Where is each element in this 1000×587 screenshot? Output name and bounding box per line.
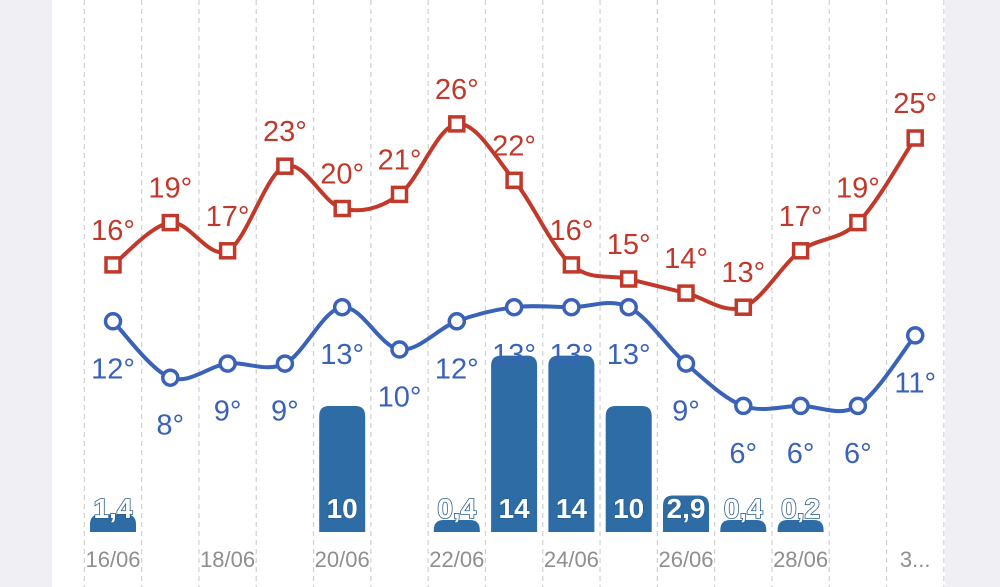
min-temp-marker xyxy=(676,354,696,373)
precip-bar xyxy=(548,355,595,532)
date-tick-label: 20/06 xyxy=(315,547,370,572)
min-temp-label: 10° xyxy=(378,382,422,414)
precip-label: 14 xyxy=(556,493,588,524)
min-temp-label: 12° xyxy=(91,353,135,385)
precip-bar xyxy=(720,520,767,532)
date-tick-label: 22/06 xyxy=(429,547,484,572)
min-temp-marker xyxy=(734,396,753,416)
max-temp-label: 23° xyxy=(263,116,307,148)
grid-lines xyxy=(83,0,945,587)
min-temp-label: 9° xyxy=(214,396,242,428)
date-tick-label: 26/06 xyxy=(658,547,713,572)
max-temp-label: 22° xyxy=(492,130,536,162)
max-temp-label: 17° xyxy=(779,201,823,233)
precip-bar xyxy=(433,520,480,532)
min-temp-label: 6° xyxy=(729,438,757,470)
max-temp-label: 19° xyxy=(148,173,192,205)
max-temp-marker xyxy=(505,171,523,190)
min-temp-label: 12° xyxy=(435,353,479,385)
min-temp-marker xyxy=(447,312,467,331)
min-temp-label: 11° xyxy=(894,367,936,399)
precip-bars xyxy=(90,355,824,532)
precip-label: 0,4 xyxy=(437,493,476,524)
temperature-lines xyxy=(103,115,925,416)
date-tick-label: 3... xyxy=(900,547,931,572)
max-temp-label: 19° xyxy=(836,173,880,205)
precip-label: 2,9 xyxy=(667,493,706,524)
min-temp-label: 9° xyxy=(672,396,700,428)
min-temp-label: 13° xyxy=(320,339,364,371)
precip-bar xyxy=(777,520,824,532)
min-temp-label: 9° xyxy=(271,396,299,428)
max-temp-label: 14° xyxy=(664,243,708,275)
min-temp-marker xyxy=(103,312,123,331)
max-temp-label: 26° xyxy=(435,74,479,106)
max-temp-marker xyxy=(104,256,122,274)
precip-bar xyxy=(319,406,366,532)
max-temp-marker xyxy=(734,298,753,316)
max-temp-label: 25° xyxy=(893,88,937,120)
min-temp-label: 6° xyxy=(787,438,815,470)
precip-bar xyxy=(663,495,709,532)
min-temp-label: 13° xyxy=(607,339,651,371)
max-temp-marker xyxy=(390,185,409,204)
min-temp-marker xyxy=(332,297,352,317)
min-temp-label: 8° xyxy=(156,410,184,442)
date-tick-label: 16/06 xyxy=(85,547,140,572)
date-tick-label: 24/06 xyxy=(544,547,599,572)
min-temp-marker xyxy=(504,297,524,317)
min-temp-marker xyxy=(161,368,180,387)
max-temp-label: 21° xyxy=(378,144,422,176)
precip-label: 0,2 xyxy=(781,493,820,524)
max-temp-marker xyxy=(276,157,294,175)
max-temp-marker xyxy=(619,270,638,288)
chart-labels: 16° 19° 17° 23° 20° 21° 26° 22° 16° 15° 14° 13° 17° 1… xyxy=(85,74,937,572)
precip-label: 10 xyxy=(613,493,644,524)
max-temp-marker xyxy=(906,129,924,147)
max-temp-marker xyxy=(677,284,695,302)
min-temp-marker xyxy=(562,297,581,317)
max-temp-marker xyxy=(333,199,351,218)
max-temp-marker xyxy=(218,242,237,260)
min-temp-marker xyxy=(275,354,295,373)
max-temp-label: 17° xyxy=(206,201,250,233)
min-temp-marker xyxy=(390,340,409,359)
max-temp-label: 13° xyxy=(721,257,765,289)
max-temp-marker xyxy=(448,115,466,133)
min-temp-marker xyxy=(905,326,925,345)
min-temp-marker xyxy=(791,396,810,416)
precip-bar xyxy=(90,514,136,532)
min-temp-label: 6° xyxy=(844,438,872,470)
precip-bar xyxy=(491,355,538,532)
precip-label: 1,4 xyxy=(94,493,133,524)
precip-label: 14 xyxy=(499,493,531,524)
max-temp-label: 15° xyxy=(607,229,651,261)
precip-label: 10 xyxy=(327,493,358,524)
forecast-chart-panel: 16° 19° 17° 23° 20° 21° 26° 22° 16° 15° 14° 13° 17° 1… xyxy=(52,0,945,587)
min-temp-label: 13° xyxy=(492,339,536,371)
min-temp-marker xyxy=(619,297,638,317)
min-temp-marker xyxy=(848,396,868,416)
min-temp-label: 13° xyxy=(549,339,593,371)
date-tick-label: 28/06 xyxy=(773,547,828,572)
precip-bar xyxy=(605,406,652,532)
forecast-chart: 16° 19° 17° 23° 20° 21° 26° 22° 16° 15° 14° 13° 17° 1… xyxy=(83,0,945,587)
max-temp-label: 16° xyxy=(91,215,135,247)
date-tick-label: 18/06 xyxy=(200,547,255,572)
max-temp-label: 16° xyxy=(549,215,593,247)
max-temp-marker xyxy=(562,256,581,274)
max-temp-marker xyxy=(161,213,180,232)
precip-label: 0,4 xyxy=(724,493,763,524)
min-temp-marker xyxy=(218,354,237,373)
max-temp-marker xyxy=(791,242,810,260)
max-temp-marker xyxy=(849,213,867,232)
max-temp-label: 20° xyxy=(320,159,364,191)
